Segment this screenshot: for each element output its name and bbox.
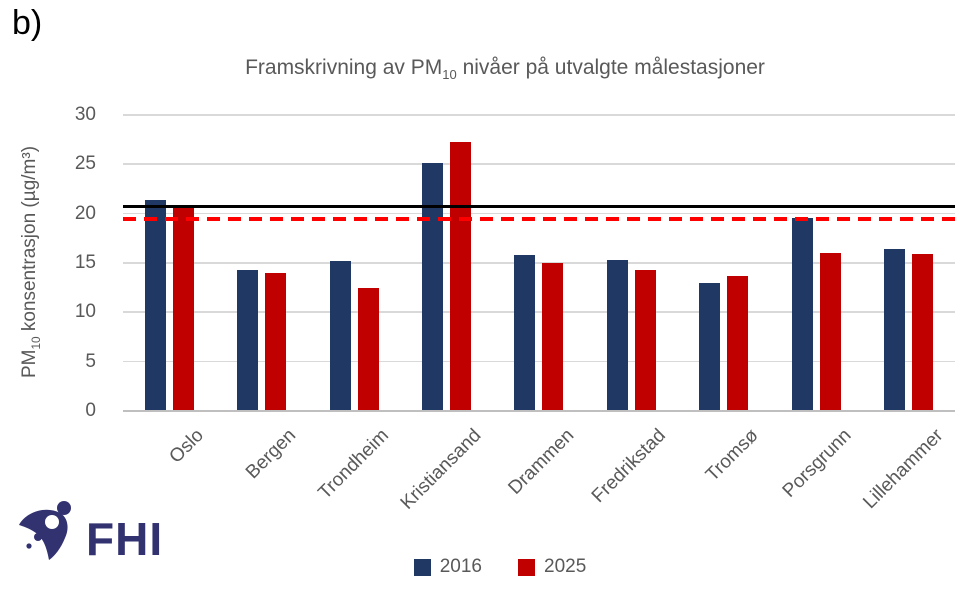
gridline-20 [123, 212, 955, 215]
chart-title-prefix: Framskrivning av PM [245, 56, 443, 79]
gridline-10 [123, 311, 955, 313]
bar-2025-kristiansand [450, 141, 472, 411]
x-label-fredrikstad: Fredrikstad [588, 425, 671, 508]
gridline-15 [123, 262, 955, 264]
x-axis-labels: Oslo Bergen Trondheim Kristiansand Drammen Fr… [123, 413, 955, 523]
chart-title: Framskrivning av PM10 nivåer på utvalgte… [60, 56, 950, 82]
figure-label: b) [12, 4, 43, 42]
x-label-drammen: Drammen [504, 425, 578, 499]
bar-group-lillehammer [863, 115, 955, 411]
fhi-logo: FHI [16, 498, 163, 566]
bar-2025-fredrikstad [634, 269, 656, 411]
gridline-25 [123, 163, 955, 165]
fhi-logo-text: FHI [86, 513, 164, 565]
y-axis-ticks: 0 5 10 15 20 25 30 [0, 104, 108, 421]
bar-group-drammen [493, 115, 585, 411]
bars-layer [123, 115, 955, 411]
bar-group-fredrikstad [585, 115, 677, 411]
x-label-tromsø: Tromsø [702, 425, 763, 486]
bar-2016-kristiansand [422, 163, 444, 411]
bar-2025-drammen [542, 263, 564, 411]
bar-2025-porsgrunn [819, 253, 841, 411]
bar-2016-bergen [237, 269, 259, 411]
x-label-oslo: Oslo [165, 425, 209, 468]
plot-area [123, 114, 955, 411]
bar-group-bergen [215, 115, 307, 411]
legend-item-2025: 2025 [518, 556, 586, 578]
x-axis-line [123, 410, 955, 412]
legend-label-2016: 2016 [439, 556, 482, 577]
legend-item-2016: 2016 [413, 556, 482, 578]
bar-group-oslo [123, 115, 215, 411]
x-label-trondheim: Trondheim [314, 425, 393, 504]
bar-2016-fredrikstad [606, 260, 628, 411]
bar-2025-lillehammer [912, 254, 934, 411]
bar-2025-tromsø [727, 275, 749, 411]
gridline-5 [123, 360, 955, 363]
legend: 2016 2025 [0, 556, 970, 578]
bar-2016-porsgrunn [791, 217, 813, 411]
bar-group-kristiansand [400, 115, 492, 411]
x-label-bergen: Bergen [242, 425, 301, 484]
legend-label-2025: 2025 [544, 556, 587, 577]
reference-line-solid [123, 205, 955, 209]
bar-group-tromsø [678, 115, 770, 411]
bar-group-trondheim [308, 115, 400, 411]
bar-2016-lillehammer [884, 249, 906, 411]
y-tick-label-15: 15 [74, 252, 96, 273]
y-tick-label-10: 10 [74, 301, 96, 323]
y-tick-label-20: 20 [74, 202, 96, 224]
chart-title-subscript: 10 [442, 67, 457, 83]
bar-2025-oslo [172, 205, 194, 411]
reference-line-dashed [123, 216, 955, 221]
x-label-lillehammer: Lillehammer [859, 425, 948, 514]
legend-swatch-2025 [518, 558, 535, 576]
x-label-porsgrunn: Porsgrunn [778, 425, 856, 502]
bar-2016-drammen [514, 255, 536, 411]
bar-group-porsgrunn [770, 115, 862, 411]
fhi-logo-icon [19, 501, 71, 560]
chart-title-suffix: nivåer på utvalgte målestasjoner [456, 56, 765, 79]
bar-2016-oslo [144, 199, 166, 411]
y-tick-label-5: 5 [85, 350, 96, 372]
y-tick-label-30: 30 [74, 104, 96, 125]
bar-2025-trondheim [357, 287, 379, 411]
bar-2016-tromsø [699, 282, 721, 411]
gridline-30 [123, 114, 955, 116]
y-tick-label-0: 0 [85, 400, 96, 421]
bar-2025-bergen [265, 272, 287, 411]
y-tick-label-25: 25 [74, 153, 96, 175]
x-label-kristiansand: Kristiansand [396, 425, 486, 514]
bar-2016-trondheim [329, 261, 351, 411]
legend-swatch-2016 [413, 558, 431, 576]
